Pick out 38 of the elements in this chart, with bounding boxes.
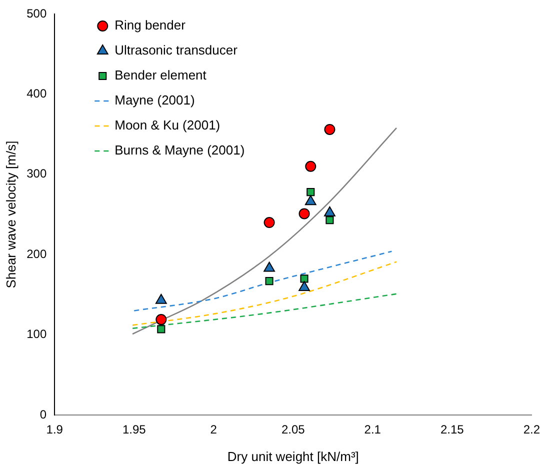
y-axis-title: Shear wave velocity [m/s]: [3, 140, 18, 288]
x-tick-label: 1.9: [46, 422, 64, 437]
legend-label: Moon & Ku (2001): [114, 118, 220, 133]
legend-label: Burns & Mayne (2001): [114, 142, 245, 158]
y-tick-label: 200: [26, 246, 47, 261]
point: [155, 294, 167, 304]
y-tick-label: 400: [26, 86, 47, 101]
y-tick-label: 100: [26, 327, 47, 342]
point: [300, 274, 308, 283]
point: [324, 206, 336, 216]
point: [298, 280, 310, 291]
x-tick-label: 2.05: [281, 422, 306, 437]
point: [264, 262, 275, 272]
x-axis-title: Dry unit weight [kN/m³]: [227, 448, 359, 464]
point: [324, 124, 336, 135]
line-series: [132, 261, 398, 326]
legend-label: Ring bender: [114, 18, 186, 33]
point: [157, 325, 166, 334]
x-tick-label: 2.15: [440, 422, 464, 437]
point: [265, 277, 274, 286]
point: [264, 217, 275, 228]
point: [306, 188, 315, 196]
legend-label: Bender element: [114, 68, 207, 83]
y-tick-label: 0: [40, 407, 47, 422]
legend-label: Mayne (2001): [114, 92, 195, 108]
y-tick-label: 300: [26, 166, 47, 181]
point: [304, 195, 316, 206]
x-tick-label: 2: [210, 422, 218, 437]
x-tick-label: 1.95: [122, 422, 146, 437]
line-series: [133, 250, 392, 312]
x-tick-label: 2.1: [364, 422, 382, 437]
point: [156, 314, 167, 326]
legend-label: Ultrasonic transducer: [114, 42, 238, 58]
point: [298, 208, 310, 220]
x-tick-label: 2.2: [523, 422, 540, 437]
y-tick-label: 500: [26, 6, 47, 20]
point: [326, 216, 334, 224]
point: [305, 160, 316, 172]
